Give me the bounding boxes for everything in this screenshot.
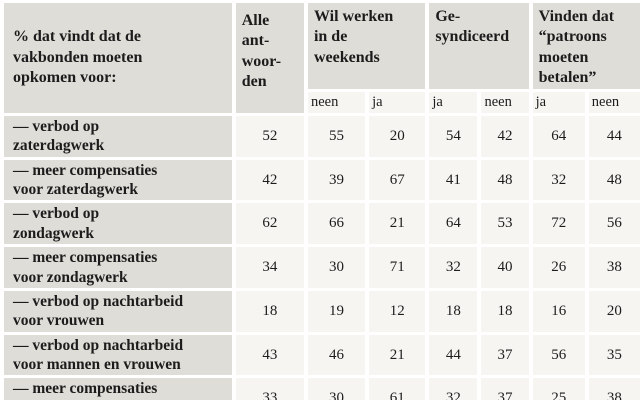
- data-cell: 12: [369, 290, 426, 332]
- data-cell: 34: [235, 247, 304, 288]
- table-row: — meer compensaties voor nachtwerk 33 30…: [4, 378, 640, 400]
- data-cell: 48: [481, 159, 529, 201]
- data-cell: 41: [429, 159, 478, 201]
- subcol-gesyndiceerd-ja: ja: [429, 91, 478, 113]
- data-cell: 38: [588, 247, 640, 288]
- table-row: — verbod op zondagwerk 62 66 21 64 53 72…: [4, 203, 640, 245]
- row-label-verbod-zondagwerk: — verbod op zondagwerk: [4, 203, 232, 245]
- data-cell: 62: [235, 203, 304, 245]
- data-cell: 61: [369, 378, 426, 400]
- data-cell: 56: [532, 334, 585, 376]
- data-cell: 71: [369, 247, 426, 288]
- col-header-alle-antwoorden: Alle ant- woor- den: [235, 3, 304, 113]
- data-cell: 67: [369, 159, 426, 201]
- data-cell: 21: [369, 203, 426, 245]
- data-cell: 48: [588, 159, 640, 201]
- data-cell: 72: [532, 203, 585, 245]
- column-group-header-row: % dat vindt dat de vakbonden moeten opko…: [4, 3, 640, 113]
- table-row: — meer compensaties voor zondagwerk 34 3…: [4, 247, 640, 288]
- data-cell: 64: [532, 115, 585, 157]
- subcol-patroons-ja: ja: [532, 91, 585, 113]
- row-label-verbod-nachtarbeid-vrouwen: — verbod op nachtarbeid voor vrouwen: [4, 290, 232, 332]
- data-cell: 46: [307, 334, 366, 376]
- data-cell: 64: [429, 203, 478, 245]
- subcol-weekends-ja: ja: [369, 91, 426, 113]
- data-cell: 30: [307, 378, 366, 400]
- data-cell: 16: [532, 290, 585, 332]
- data-cell: 40: [481, 247, 529, 288]
- data-cell: 53: [481, 203, 529, 245]
- data-cell: 39: [307, 159, 366, 201]
- row-label-verbod-zaterdagwerk: — verbod op zaterdagwerk: [4, 115, 232, 157]
- data-cell: 44: [429, 334, 478, 376]
- row-label-verbod-nachtarbeid-mannen-vrouwen: — verbod op nachtarbeid voor mannen en v…: [4, 334, 232, 376]
- data-cell: 37: [481, 378, 529, 400]
- table-title: % dat vindt dat de vakbonden moeten opko…: [4, 3, 232, 113]
- col-header-wil-werken-weekends: Wil werken in de weekends: [307, 3, 426, 89]
- data-cell: 21: [369, 334, 426, 376]
- col-header-gesyndiceerd: Ge- syndiceerd: [429, 3, 529, 89]
- data-cell: 66: [307, 203, 366, 245]
- data-cell: 38: [588, 378, 640, 400]
- table-row: — meer compensaties voor zaterdagwerk 42…: [4, 159, 640, 201]
- data-cell: 26: [532, 247, 585, 288]
- data-cell: 19: [307, 290, 366, 332]
- data-cell: 52: [235, 115, 304, 157]
- table-row: — verbod op nachtarbeid voor mannen en v…: [4, 334, 640, 376]
- data-cell: 43: [235, 334, 304, 376]
- table-row: — verbod op zaterdagwerk 52 55 20 54 42 …: [4, 115, 640, 157]
- data-cell: 20: [369, 115, 426, 157]
- data-cell: 37: [481, 334, 529, 376]
- subcol-gesyndiceerd-neen: neen: [481, 91, 529, 113]
- data-cell: 42: [481, 115, 529, 157]
- data-cell: 32: [429, 378, 478, 400]
- data-cell: 56: [588, 203, 640, 245]
- data-cell: 32: [532, 159, 585, 201]
- data-cell: 18: [481, 290, 529, 332]
- data-cell: 18: [429, 290, 478, 332]
- data-cell: 35: [588, 334, 640, 376]
- data-cell: 32: [429, 247, 478, 288]
- data-cell: 20: [588, 290, 640, 332]
- table-row: — verbod op nachtarbeid voor vrouwen 18 …: [4, 290, 640, 332]
- row-label-compensaties-zondagwerk: — meer compensaties voor zondagwerk: [4, 247, 232, 288]
- subcol-weekends-neen: neen: [307, 91, 366, 113]
- data-cell: 55: [307, 115, 366, 157]
- data-cell: 18: [235, 290, 304, 332]
- data-cell: 42: [235, 159, 304, 201]
- data-cell: 44: [588, 115, 640, 157]
- data-cell: 33: [235, 378, 304, 400]
- row-label-compensaties-zaterdagwerk: — meer compensaties voor zaterdagwerk: [4, 159, 232, 201]
- row-label-compensaties-nachtwerk: — meer compensaties voor nachtwerk: [4, 378, 232, 400]
- data-cell: 25: [532, 378, 585, 400]
- subcolumn-header-row: neen ja ja neen ja neen: [4, 91, 640, 113]
- col-header-patroons-moeten-betalen: Vinden dat “patroons moeten betalen”: [532, 3, 640, 89]
- data-cell: 54: [429, 115, 478, 157]
- data-cell: 30: [307, 247, 366, 288]
- subcol-patroons-neen: neen: [588, 91, 640, 113]
